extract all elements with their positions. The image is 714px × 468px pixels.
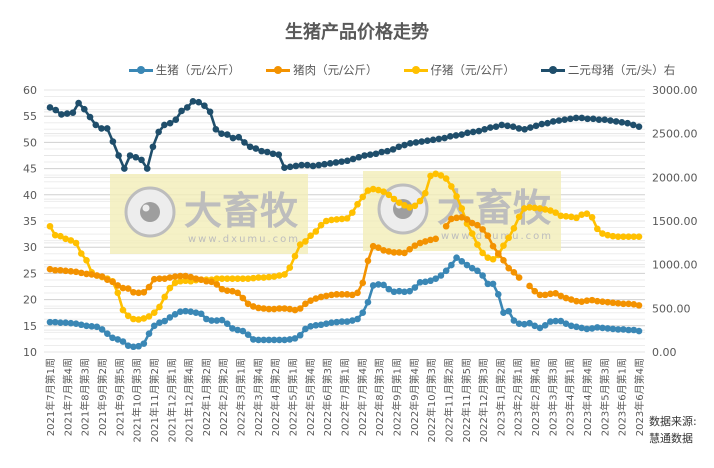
data-source-note: 数据来源: 慧通数据	[649, 413, 697, 447]
svg-text:2022年10月第3周: 2022年10月第3周	[425, 358, 438, 443]
svg-text:2022年12月第3周: 2022年12月第3周	[477, 358, 490, 443]
svg-text:2022年5月第4周: 2022年5月第4周	[304, 358, 317, 436]
svg-text:2022年11月第5周: 2022年11月第5周	[460, 358, 473, 443]
svg-text:2021年7月第1周: 2021年7月第1周	[44, 358, 57, 436]
svg-text:2023年1月第2周: 2023年1月第2周	[494, 358, 507, 436]
svg-text:15: 15	[23, 320, 37, 333]
svg-text:大畜牧: 大畜牧	[184, 189, 299, 233]
svg-text:2022年8月第3周: 2022年8月第3周	[373, 358, 386, 436]
svg-text:2021年9月第2周: 2021年9月第2周	[96, 358, 109, 436]
legend-line-marker-icon	[403, 66, 428, 74]
svg-text:www.dxumu.com: www.dxumu.com	[441, 231, 553, 242]
svg-text:25: 25	[23, 267, 37, 280]
legend-line-marker-icon	[266, 66, 291, 74]
svg-text:2023年6月第1周: 2023年6月第1周	[616, 358, 629, 436]
svg-text:1000.00: 1000.00	[652, 259, 698, 272]
legend-item-pork: 猪肉（元/公斤）	[266, 62, 378, 78]
svg-text:0.00: 0.00	[652, 346, 677, 359]
svg-text:20: 20	[23, 294, 37, 307]
legend-item-hog: 生猪（元/公斤）	[128, 62, 241, 78]
svg-text:2022年7月第1周: 2022年7月第1周	[339, 358, 352, 436]
legend-item-sow: 二元母猪（元/头）右	[540, 62, 676, 78]
svg-text:大畜牧: 大畜牧	[437, 186, 552, 230]
svg-text:2021年12月第1周: 2021年12月第1周	[165, 358, 178, 443]
source-label: 数据来源:	[649, 415, 697, 428]
source-name: 慧通数据	[649, 432, 693, 445]
svg-text:2023年6月第4周: 2023年6月第4周	[633, 358, 646, 436]
legend-label: 仔猪（元/公斤）	[430, 63, 515, 77]
series-3	[46, 98, 643, 172]
svg-text:500.00: 500.00	[652, 302, 691, 315]
svg-text:2023年2月第4周: 2023年2月第4周	[529, 358, 542, 436]
series-2	[46, 170, 643, 323]
legend-line-marker-icon	[540, 66, 565, 74]
svg-text:2022年9月第1周: 2022年9月第1周	[390, 358, 403, 436]
svg-text:2021年7月第4周: 2021年7月第4周	[61, 358, 74, 436]
chart-legend: 生猪（元/公斤） 猪肉（元/公斤） 仔猪（元/公斤） 二元母猪（元/头）右	[0, 62, 714, 78]
svg-text:50: 50	[23, 136, 37, 149]
x-axis: 2021年7月第1周 2021年7月第4周 2021年8月第3周 2021年9月第2周…	[44, 358, 646, 443]
svg-text:www.dxumu.com: www.dxumu.com	[188, 234, 300, 245]
svg-text:2023年2月第1周: 2023年2月第1周	[512, 358, 525, 436]
gridlines	[44, 89, 645, 353]
svg-text:55: 55	[23, 110, 37, 123]
y-axis-right: 0.00 500.00 1000.00 1500.00 2000.00 2500.00 30…	[652, 84, 698, 359]
svg-text:2023年4月第1周: 2023年4月第1周	[564, 358, 577, 436]
svg-text:30: 30	[23, 241, 37, 254]
svg-text:2021年10月第3周: 2021年10月第3周	[131, 358, 144, 443]
series-0	[46, 254, 643, 351]
data-series	[46, 98, 643, 351]
svg-text:2022年3月第4周: 2022年3月第4周	[252, 358, 265, 436]
svg-text:2023年3月第3周: 2023年3月第3周	[546, 358, 559, 436]
svg-text:2022年4月第2周: 2022年4月第2周	[269, 358, 282, 436]
svg-text:60: 60	[23, 84, 37, 97]
series-1	[46, 214, 643, 314]
svg-text:2022年11月第2周: 2022年11月第2周	[442, 358, 455, 443]
legend-label: 生猪（元/公斤）	[155, 63, 241, 77]
svg-text:2021年8月第3周: 2021年8月第3周	[79, 358, 92, 436]
svg-text:2023年5月第3周: 2023年5月第3周	[598, 358, 611, 436]
svg-text:3000.00: 3000.00	[652, 84, 698, 97]
chart-title: 生猪产品价格走势	[285, 22, 429, 43]
svg-text:2021年12月第4周: 2021年12月第4周	[183, 358, 196, 443]
legend-label: 猪肉（元/公斤）	[293, 63, 378, 77]
svg-text:2022年6月第3周: 2022年6月第3周	[321, 358, 334, 436]
legend-item-piglet: 仔猪（元/公斤）	[403, 62, 515, 78]
svg-text:2021年11月第2周: 2021年11月第2周	[148, 358, 161, 443]
legend-label: 二元母猪（元/头）右	[567, 63, 676, 77]
svg-text:40: 40	[23, 189, 37, 202]
svg-text:2022年3月第1周: 2022年3月第1周	[235, 358, 248, 436]
svg-text:1500.00: 1500.00	[652, 215, 698, 228]
svg-text:45: 45	[23, 163, 37, 176]
svg-text:2021年9月第5周: 2021年9月第5周	[113, 358, 126, 436]
svg-text:10: 10	[23, 346, 37, 359]
svg-text:2022年1月第2周: 2022年1月第2周	[200, 358, 213, 436]
y-axis-left: 10 15 20 25 30 35 40 45 50 55 60	[23, 84, 37, 359]
svg-text:2500.00: 2500.00	[652, 128, 698, 141]
svg-text:2000.00: 2000.00	[652, 171, 698, 184]
svg-text:2022年9月第4周: 2022年9月第4周	[408, 358, 421, 436]
svg-text:2022年2月第2周: 2022年2月第2周	[217, 358, 230, 436]
svg-text:2022年5月第1周: 2022年5月第1周	[287, 358, 300, 436]
legend-line-marker-icon	[128, 66, 153, 74]
svg-text:2022年7月第4周: 2022年7月第4周	[356, 358, 369, 436]
svg-text:2023年4月第4周: 2023年4月第4周	[581, 358, 594, 436]
svg-text:35: 35	[23, 215, 37, 228]
